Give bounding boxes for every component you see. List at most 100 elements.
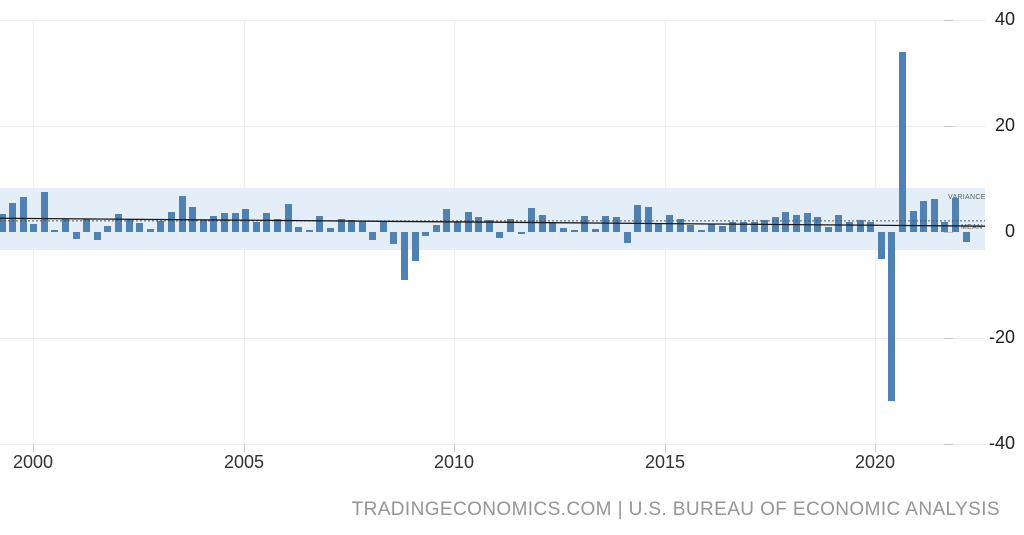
gdp-bar-2009-Q3[interactable]	[433, 225, 440, 232]
gdp-bar-2017-Q2[interactable]	[761, 220, 768, 232]
gdp-bar-2007-Q4[interactable]	[359, 221, 366, 232]
gdp-bar-2021-Q3[interactable]	[941, 222, 948, 232]
gdp-bar-2018-Q2[interactable]	[804, 213, 811, 232]
gdp-bar-2016-Q1[interactable]	[708, 224, 715, 232]
gdp-bar-2013-Q1[interactable]	[581, 216, 588, 232]
gdp-bar-2004-Q2[interactable]	[210, 216, 217, 232]
gdp-bar-2019-Q1[interactable]	[835, 215, 842, 232]
gdp-bar-2019-Q4[interactable]	[867, 222, 874, 232]
gdp-bar-2020-Q2[interactable]	[888, 232, 895, 401]
y-axis-label--40: -40	[988, 433, 1015, 453]
gdp-bar-2010-Q4[interactable]	[486, 220, 493, 232]
gdp-bar-2015-Q3[interactable]	[687, 225, 694, 232]
gdp-bar-2012-Q1[interactable]	[539, 215, 546, 232]
gdp-bar-2017-Q4[interactable]	[782, 212, 789, 232]
gdp-bar-2016-Q2[interactable]	[719, 226, 726, 232]
gdp-bar-2009-Q2[interactable]	[422, 232, 429, 236]
gdp-bar-2002-Q3[interactable]	[136, 223, 143, 232]
gdp-bar-2012-Q2[interactable]	[549, 222, 556, 232]
gdp-bar-2011-Q4[interactable]	[528, 208, 535, 232]
gdp-bar-2008-Q3[interactable]	[390, 232, 397, 244]
gdp-bar-2015-Q2[interactable]	[677, 219, 684, 232]
gdp-bar-2010-Q3[interactable]	[475, 217, 482, 232]
gdp-bar-2002-Q1[interactable]	[115, 214, 122, 232]
gdp-bar-2011-Q2[interactable]	[507, 219, 514, 232]
gdp-bar-2007-Q1[interactable]	[327, 228, 334, 232]
gdp-bar-2002-Q4[interactable]	[147, 229, 154, 232]
gdp-bar-2009-Q1[interactable]	[412, 232, 419, 261]
gdp-bar-2013-Q2[interactable]	[592, 229, 599, 232]
gdp-bar-2005-Q2[interactable]	[253, 222, 260, 232]
gdp-bar-2016-Q4[interactable]	[740, 222, 747, 232]
x-axis-label-2015: 2015	[644, 452, 686, 472]
gdp-bar-2013-Q4[interactable]	[613, 217, 620, 232]
gdp-bar-2001-Q3[interactable]	[94, 232, 101, 240]
gdp-bar-2011-Q3[interactable]	[518, 232, 525, 234]
gdp-bar-2018-Q1[interactable]	[793, 215, 800, 232]
gdp-bar-2006-Q2[interactable]	[295, 227, 302, 232]
y-axis-label--20: -20	[988, 327, 1015, 347]
gdp-bar-2008-Q2[interactable]	[380, 221, 387, 232]
gdp-bar-2016-Q3[interactable]	[729, 222, 736, 232]
y-axis-tick	[944, 232, 953, 233]
gdp-bar-2022-Q1[interactable]	[963, 232, 970, 242]
gdp-bar-2009-Q4[interactable]	[443, 209, 450, 232]
gdp-bar-1999-Q3[interactable]	[9, 203, 16, 232]
gdp-bar-2020-Q3[interactable]	[899, 52, 906, 232]
gdp-bar-2010-Q1[interactable]	[454, 222, 461, 232]
gdp-bar-2014-Q2[interactable]	[634, 205, 641, 232]
gdp-bar-2000-Q3[interactable]	[51, 230, 58, 232]
gdp-bar-2021-Q4[interactable]	[952, 198, 959, 232]
variance-band-label: VARIANCE	[948, 194, 986, 201]
gdp-bar-2017-Q1[interactable]	[751, 222, 758, 232]
gdp-bar-2010-Q2[interactable]	[465, 212, 472, 232]
gdp-bar-2003-Q2[interactable]	[168, 212, 175, 232]
gdp-bar-2000-Q1[interactable]	[30, 224, 37, 232]
gdp-bar-2004-Q1[interactable]	[200, 220, 207, 232]
gdp-bar-2007-Q3[interactable]	[348, 220, 355, 232]
gdp-bar-2005-Q3[interactable]	[263, 213, 270, 232]
gdp-bar-2004-Q4[interactable]	[232, 213, 239, 232]
gdp-bar-2006-Q4[interactable]	[316, 216, 323, 232]
gdp-bar-2001-Q2[interactable]	[83, 219, 90, 232]
gdp-bar-2014-Q3[interactable]	[645, 207, 652, 232]
gdp-bar-1999-Q4[interactable]	[20, 197, 27, 232]
gdp-bar-2006-Q1[interactable]	[285, 204, 292, 232]
gdp-bar-2020-Q4[interactable]	[910, 211, 917, 232]
gdp-bar-2015-Q1[interactable]	[666, 215, 673, 232]
gdp-bar-2012-Q4[interactable]	[571, 230, 578, 232]
gdp-bar-2011-Q1[interactable]	[496, 232, 503, 238]
gdp-bar-2018-Q3[interactable]	[814, 217, 821, 232]
gdp-bar-2006-Q3[interactable]	[306, 230, 313, 232]
gdp-bar-2000-Q2[interactable]	[41, 192, 48, 232]
gdp-bar-2017-Q3[interactable]	[772, 217, 779, 232]
gdp-bar-2021-Q1[interactable]	[920, 201, 927, 232]
gdp-bar-2019-Q2[interactable]	[846, 222, 853, 232]
gdp-bar-2003-Q1[interactable]	[157, 221, 164, 232]
gdp-bar-2012-Q3[interactable]	[560, 228, 567, 232]
gdp-bar-1999-Q2[interactable]	[0, 214, 6, 232]
gdp-bar-2002-Q2[interactable]	[126, 219, 133, 232]
gdp-bar-2014-Q4[interactable]	[655, 224, 662, 232]
y-axis-tick	[944, 338, 953, 339]
gdp-bar-2014-Q1[interactable]	[624, 232, 631, 243]
gdp-bar-2015-Q4[interactable]	[698, 230, 705, 232]
gdp-bar-2008-Q4[interactable]	[401, 232, 408, 280]
gdp-bar-2005-Q4[interactable]	[274, 219, 281, 232]
gdp-bar-2008-Q1[interactable]	[369, 232, 376, 240]
gdp-bar-2020-Q1[interactable]	[878, 232, 885, 259]
gdp-bar-2003-Q4[interactable]	[189, 207, 196, 232]
gdp-bar-2001-Q1[interactable]	[73, 232, 80, 239]
gdp-bar-2013-Q3[interactable]	[602, 216, 609, 232]
gdp-bar-2007-Q2[interactable]	[338, 219, 345, 232]
gdp-bar-2000-Q4[interactable]	[62, 219, 69, 232]
gdp-bar-2004-Q3[interactable]	[221, 213, 228, 232]
gdp-bar-2001-Q4[interactable]	[104, 226, 111, 232]
gdp-bar-2019-Q3[interactable]	[857, 220, 864, 232]
gdp-bar-2005-Q1[interactable]	[242, 209, 249, 232]
gdp-bar-2018-Q4[interactable]	[825, 227, 832, 232]
gdp-bar-2003-Q3[interactable]	[179, 196, 186, 232]
x-axis-label-2000: 2000	[12, 452, 54, 472]
gdp-bar-2021-Q2[interactable]	[931, 199, 938, 232]
